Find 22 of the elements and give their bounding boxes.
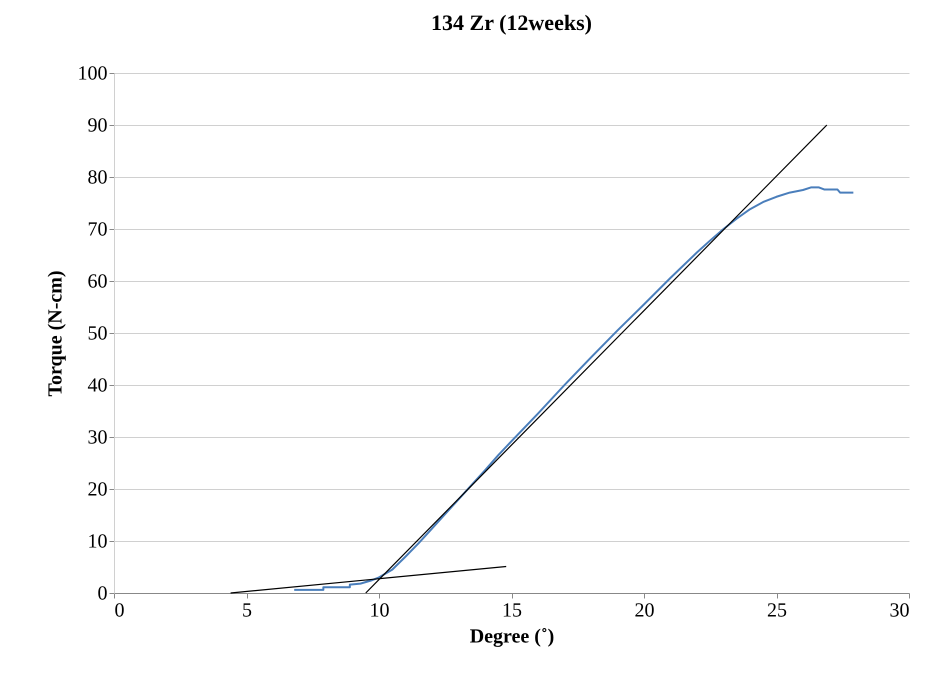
y-tick-label: 60 [88, 270, 108, 292]
x-axis-title: Degree (˚) [470, 626, 554, 648]
y-tick-label: 10 [88, 530, 108, 552]
y-tick-label: 70 [88, 218, 108, 240]
y-tick-label: 100 [78, 62, 108, 84]
x-tick-label: 15 [502, 600, 522, 622]
y-tick-label: 30 [88, 426, 108, 448]
x-tick-label: 10 [370, 600, 390, 622]
y-tick-label: 20 [88, 478, 108, 500]
x-tick-label: 5 [242, 600, 252, 622]
y-axis-title: Torque (N-cm) [44, 270, 66, 397]
x-tick-label: 20 [634, 600, 654, 622]
chart-title: 134 Zr (12weeks) [431, 10, 592, 35]
y-tick-label: 0 [98, 582, 108, 604]
y-tick-label: 50 [88, 322, 108, 344]
x-tick-label: 30 [890, 600, 910, 622]
y-tick-label: 40 [88, 374, 108, 396]
x-tick-label: 0 [114, 600, 124, 622]
y-tick-label: 80 [88, 166, 108, 188]
line-series [293, 186, 854, 591]
y-tick-label: 90 [88, 114, 108, 136]
x-tick-label: 25 [767, 600, 787, 622]
